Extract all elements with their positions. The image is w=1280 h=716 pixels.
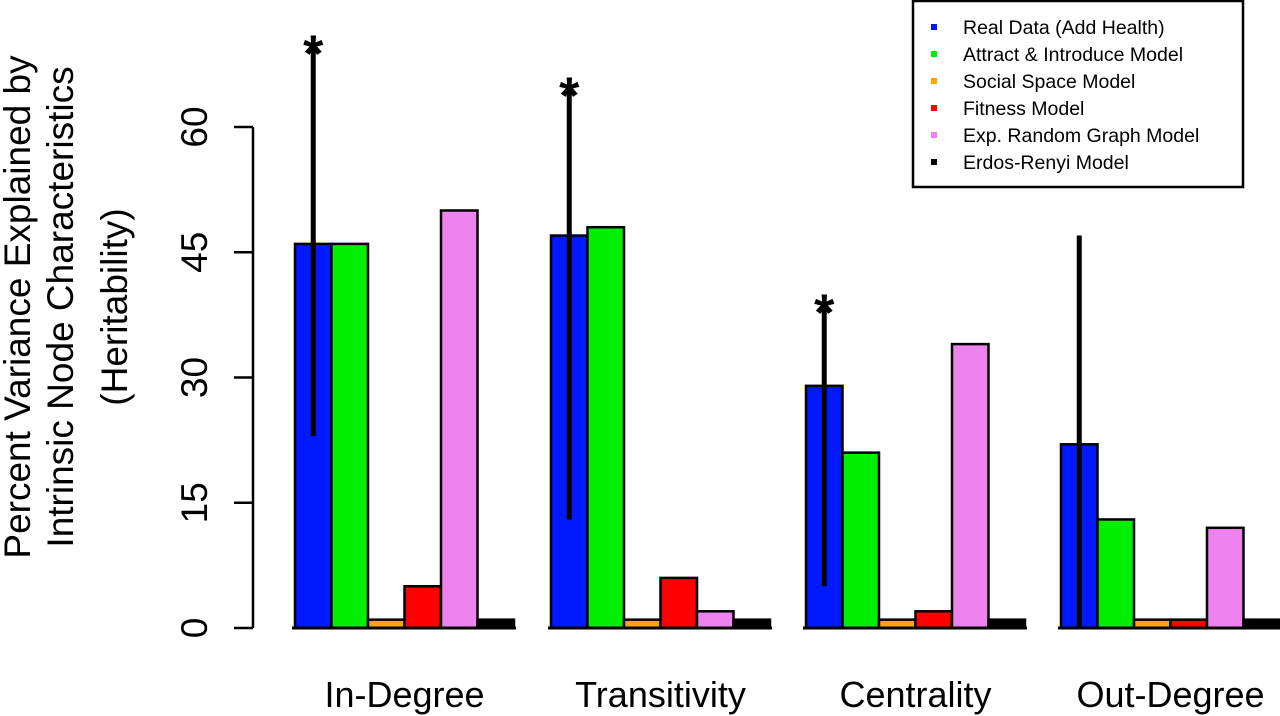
y-axis: 0 15 30 45 60 xyxy=(174,106,255,639)
legend-swatch xyxy=(931,24,937,30)
bars xyxy=(293,209,1280,630)
bar xyxy=(403,585,443,630)
bar-group-transitivity xyxy=(549,225,772,630)
bar xyxy=(1205,526,1245,630)
y-axis-title-line: (Heritability) xyxy=(94,208,135,405)
bar xyxy=(586,225,626,630)
bar xyxy=(439,209,479,630)
legend-item: Attract & Introduce Model xyxy=(931,44,1183,66)
legend-item: Social Space Model xyxy=(931,71,1135,93)
y-axis-title: Percent Variance Explained by Intrinsic N… xyxy=(0,55,135,559)
bar-group-out-degree xyxy=(1059,443,1280,630)
bar xyxy=(695,610,735,630)
y-axis-title-line: Intrinsic Node Characteristics xyxy=(40,66,81,547)
bar-group-centrality xyxy=(804,342,1027,630)
y-axis-title-line: Percent Variance Explained by xyxy=(0,55,38,559)
y-tick-label: 0 xyxy=(174,618,215,639)
legend-label: Erdos-Renyi Model xyxy=(963,152,1129,174)
bar xyxy=(841,451,881,630)
legend-label: Fitness Model xyxy=(963,98,1084,120)
significance-marker: * xyxy=(814,284,835,342)
legend-label: Attract & Introduce Model xyxy=(963,44,1183,66)
legend-item: Real Data (Add Health) xyxy=(931,17,1165,39)
y-tick-label: 45 xyxy=(174,232,215,273)
legend-box xyxy=(911,0,1245,189)
error-bars: * * * xyxy=(303,26,1082,628)
bar xyxy=(914,610,954,630)
bar xyxy=(950,342,990,630)
legend-item: Exp. Random Graph Model xyxy=(931,125,1199,147)
legend-label: Social Space Model xyxy=(963,71,1135,93)
legend-swatch xyxy=(931,132,937,138)
bar xyxy=(659,576,699,630)
y-tick-label: 30 xyxy=(174,357,215,398)
y-tick-label: 60 xyxy=(174,106,215,147)
legend: Real Data (Add Health) Attract & Introduc… xyxy=(911,0,1245,189)
legend-swatch xyxy=(931,159,937,165)
legend-swatch xyxy=(931,105,937,111)
bar xyxy=(330,242,370,630)
legend-swatch xyxy=(931,78,937,84)
x-category-label: Transitivity xyxy=(575,674,746,715)
legend-item: Fitness Model xyxy=(931,98,1084,120)
x-category-label: Centrality xyxy=(839,674,991,715)
legend-label: Real Data (Add Health) xyxy=(963,17,1165,39)
significance-marker: * xyxy=(559,67,580,125)
bar-group-in-degree xyxy=(293,209,516,630)
legend-item: Erdos-Renyi Model xyxy=(931,152,1129,174)
x-category-label: In-Degree xyxy=(324,674,484,715)
bar xyxy=(1096,518,1136,630)
x-axis: In-Degree Transitivity Centrality Out-Degre… xyxy=(292,626,1280,715)
legend-label: Exp. Random Graph Model xyxy=(963,125,1199,147)
legend-swatch xyxy=(931,51,937,57)
x-category-label: Out-Degree xyxy=(1076,674,1264,715)
y-tick-label: 15 xyxy=(174,482,215,523)
significance-marker: * xyxy=(303,26,324,84)
